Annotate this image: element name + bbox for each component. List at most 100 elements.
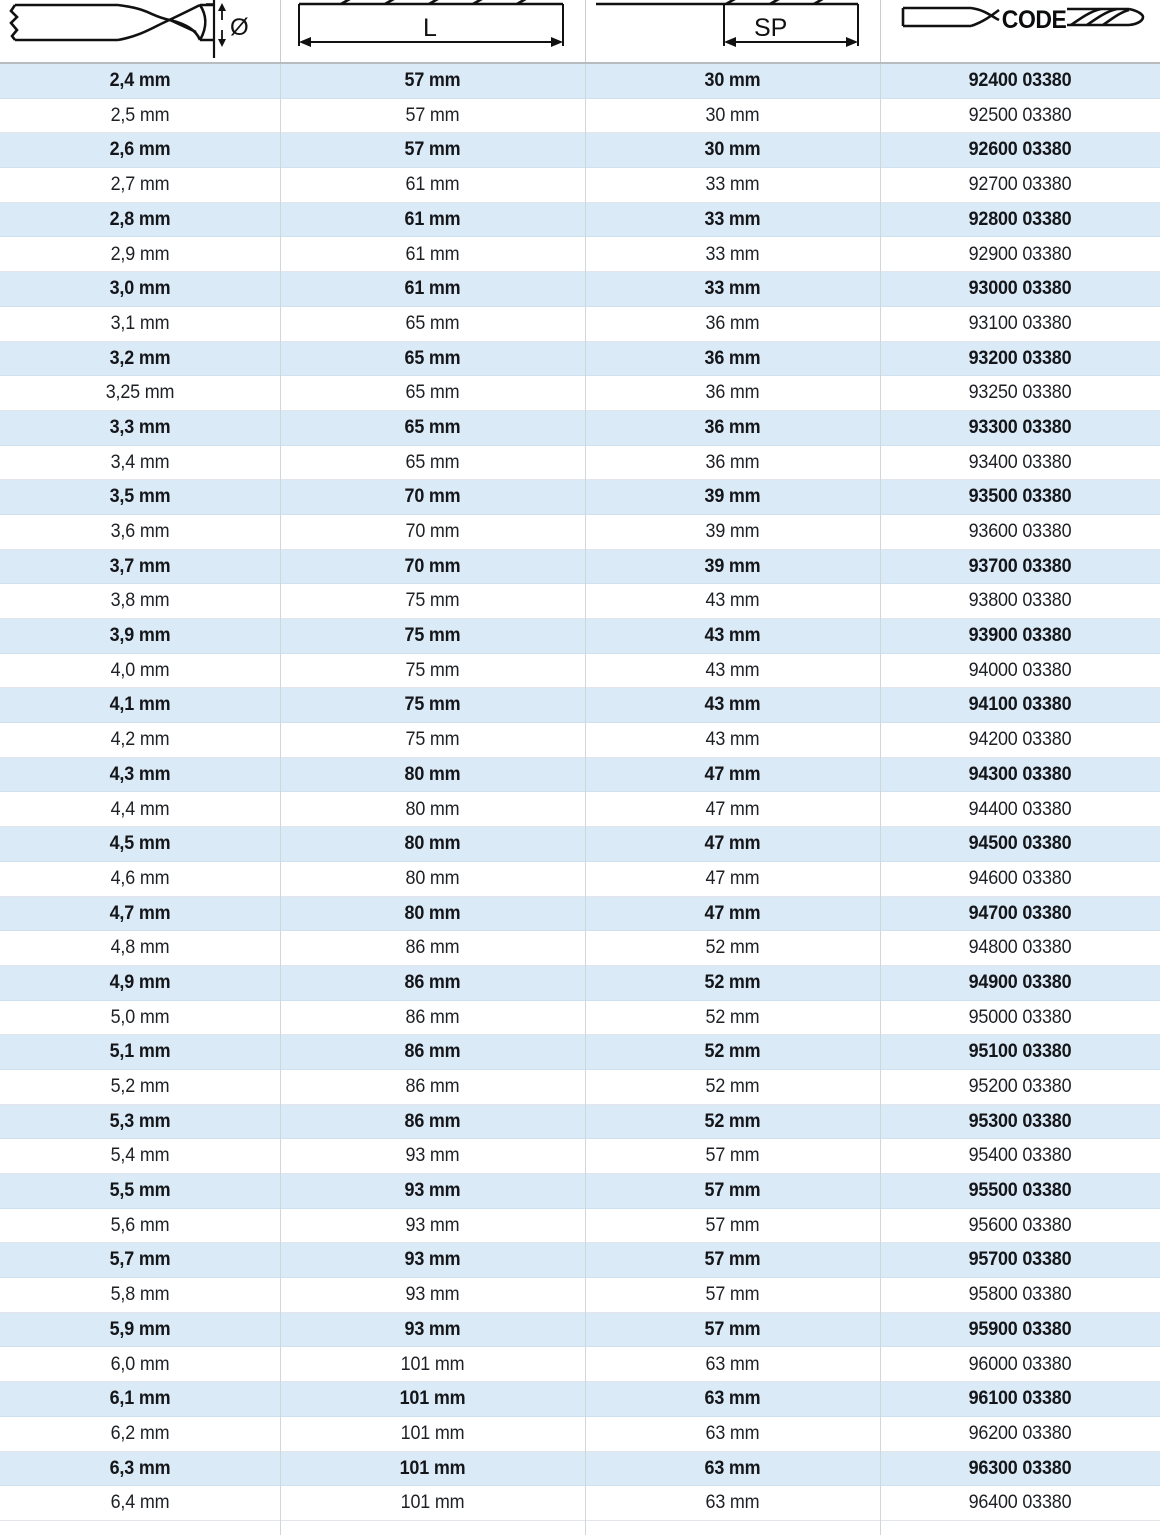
cell-code: 93100 03380 — [968, 311, 1072, 334]
table-row[interactable]: 6,3 mm 101 mm 63 mm 96300 03380 — [0, 1451, 1160, 1487]
table-row[interactable]: 6,0 mm 101 mm 63 mm 96000 03380 — [0, 1347, 1160, 1383]
cell-code: 95800 03380 — [968, 1283, 1072, 1306]
table-row[interactable]: 2,5 mm 57 mm 30 mm 92500 03380 — [0, 98, 1160, 134]
cell-flute-length: 57 mm — [705, 1213, 760, 1236]
cell-code: 96000 03380 — [968, 1352, 1072, 1375]
cell-code: 94200 03380 — [968, 728, 1072, 751]
cell-flute-length: 47 mm — [704, 901, 761, 924]
cell-flute-length: 47 mm — [705, 797, 760, 820]
cell-diameter: 4,8 mm — [110, 936, 170, 959]
cell-code: 95700 03380 — [968, 1248, 1072, 1271]
cell-length: 65 mm — [404, 346, 461, 369]
cell-length: 65 mm — [404, 415, 461, 438]
table-row[interactable]: 6,2 mm 101 mm 63 mm 96200 03380 — [0, 1416, 1160, 1452]
cell-length: 61 mm — [404, 207, 461, 230]
table-row[interactable]: 4,0 mm 75 mm 43 mm 94000 03380 — [0, 653, 1160, 689]
cell-length: 101 mm — [399, 1387, 466, 1410]
cell-code: 94800 03380 — [968, 936, 1072, 959]
cell-code: 93400 03380 — [968, 450, 1072, 473]
cell-diameter: 3,6 mm — [110, 520, 170, 543]
cell-code: 94500 03380 — [968, 832, 1072, 855]
diameter-symbol-label: Ø — [230, 14, 249, 41]
table-row[interactable]: 5,4 mm 93 mm 57 mm 95400 03380 — [0, 1139, 1160, 1174]
table-row[interactable]: 3,0 mm 61 mm 33 mm 93000 03380 — [0, 272, 1160, 307]
cell-code: 95900 03380 — [968, 1317, 1072, 1340]
table-row[interactable]: 2,7 mm 61 mm 33 mm 92700 03380 — [0, 168, 1160, 203]
table-row[interactable]: 2,4 mm 57 mm 30 mm 92400 03380 — [0, 64, 1160, 99]
cell-flute-length: 33 mm — [704, 207, 761, 230]
cell-code: 95400 03380 — [968, 1144, 1072, 1167]
table-row[interactable]: 4,3 mm 80 mm 47 mm 94300 03380 — [0, 757, 1160, 793]
table-row[interactable]: 3,9 mm 75 mm 43 mm 93900 03380 — [0, 619, 1160, 654]
cell-code: 92800 03380 — [968, 207, 1072, 230]
table-row[interactable]: 4,2 mm 75 mm 43 mm 94200 03380 — [0, 723, 1160, 758]
table-row[interactable]: 3,4 mm 65 mm 36 mm 93400 03380 — [0, 445, 1160, 481]
table-row[interactable]: 4,1 mm 75 mm 43 mm 94100 03380 — [0, 688, 1160, 724]
cell-flute-length: 63 mm — [704, 1456, 761, 1479]
table-row[interactable]: 6,1 mm 101 mm 63 mm 96100 03380 — [0, 1382, 1160, 1417]
cell-length: 93 mm — [405, 1213, 460, 1236]
cell-diameter: 4,6 mm — [110, 866, 170, 889]
header-divider-2 — [585, 0, 586, 62]
table-row[interactable]: 4,5 mm 80 mm 47 mm 94500 03380 — [0, 827, 1160, 862]
cell-diameter: 6,1 mm — [109, 1387, 171, 1410]
table-row[interactable]: 5,6 mm 93 mm 57 mm 95600 03380 — [0, 1208, 1160, 1244]
cell-diameter: 5,5 mm — [109, 1179, 171, 1202]
table-row[interactable]: 4,9 mm 86 mm 52 mm 94900 03380 — [0, 965, 1160, 1001]
cell-length: 86 mm — [405, 936, 460, 959]
table-row[interactable]: 2,6 mm 57 mm 30 mm 92600 03380 — [0, 133, 1160, 169]
cell-code: 95500 03380 — [968, 1179, 1072, 1202]
cell-length: 80 mm — [404, 901, 461, 924]
cell-length: 61 mm — [405, 173, 460, 196]
table-row[interactable]: 3,5 mm 70 mm 39 mm 93500 03380 — [0, 480, 1160, 515]
table-row[interactable]: 3,7 mm 70 mm 39 mm 93700 03380 — [0, 549, 1160, 585]
table-row[interactable]: 2,8 mm 61 mm 33 mm 92800 03380 — [0, 202, 1160, 238]
cell-flute-length: 57 mm — [705, 1283, 760, 1306]
cell-length: 80 mm — [404, 832, 461, 855]
cell-flute-length: 47 mm — [704, 832, 761, 855]
table-row[interactable]: 5,5 mm 93 mm 57 mm 95500 03380 — [0, 1174, 1160, 1209]
table-row[interactable]: 3,2 mm 65 mm 36 mm 93200 03380 — [0, 341, 1160, 377]
table-row[interactable]: 5,7 mm 93 mm 57 mm 95700 03380 — [0, 1243, 1160, 1279]
table-row[interactable]: 3,6 mm 70 mm 39 mm 93600 03380 — [0, 514, 1160, 550]
cell-diameter: 3,7 mm — [109, 554, 171, 577]
cell-length: 101 mm — [400, 1352, 465, 1375]
cell-code: 95300 03380 — [968, 1109, 1072, 1132]
table-row[interactable]: 5,3 mm 86 mm 52 mm 95300 03380 — [0, 1104, 1160, 1140]
table-row[interactable]: 3,3 mm 65 mm 36 mm 93300 03380 — [0, 410, 1160, 446]
cell-diameter: 4,3 mm — [109, 762, 171, 785]
cell-diameter: 4,2 mm — [110, 728, 170, 751]
table-row[interactable]: 4,4 mm 80 mm 47 mm 94400 03380 — [0, 792, 1160, 828]
cell-diameter: 2,5 mm — [110, 103, 170, 126]
cell-code: 93500 03380 — [968, 485, 1072, 508]
cell-diameter: 3,8 mm — [110, 589, 170, 612]
cell-diameter: 4,7 mm — [109, 901, 171, 924]
table-row[interactable]: 5,0 mm 86 mm 52 mm 95000 03380 — [0, 1000, 1160, 1036]
table-row[interactable]: 2,9 mm 61 mm 33 mm 92900 03380 — [0, 237, 1160, 273]
table-row[interactable]: 4,7 mm 80 mm 47 mm 94700 03380 — [0, 896, 1160, 932]
cell-flute-length: 36 mm — [705, 381, 760, 404]
cell-diameter: 5,2 mm — [110, 1075, 170, 1098]
table-row[interactable]: 6,4 mm 101 mm 63 mm 96400 03380 — [0, 1486, 1160, 1521]
table-row[interactable]: 3,1 mm 65 mm 36 mm 93100 03380 — [0, 306, 1160, 342]
cell-code: 95600 03380 — [968, 1213, 1072, 1236]
cell-code: 92400 03380 — [968, 69, 1072, 92]
cell-flute-length: 43 mm — [705, 658, 760, 681]
drill-diameter-icon — [9, 0, 226, 58]
table-row[interactable]: 5,8 mm 93 mm 57 mm 95800 03380 — [0, 1278, 1160, 1313]
table-row[interactable]: 5,2 mm 86 mm 52 mm 95200 03380 — [0, 1069, 1160, 1105]
cell-diameter: 3,4 mm — [110, 450, 170, 473]
table-row[interactable]: 3,8 mm 75 mm 43 mm 93800 03380 — [0, 584, 1160, 619]
cell-flute-length: 43 mm — [705, 728, 760, 751]
table-row[interactable]: 5,9 mm 93 mm 57 mm 95900 03380 — [0, 1312, 1160, 1348]
table-row[interactable]: 5,1 mm 86 mm 52 mm 95100 03380 — [0, 1035, 1160, 1070]
cell-length: 93 mm — [404, 1317, 461, 1340]
cell-length: 80 mm — [404, 762, 461, 785]
cell-flute-length: 30 mm — [704, 138, 761, 161]
table-row[interactable]: 4,6 mm 80 mm 47 mm 94600 03380 — [0, 861, 1160, 897]
header-cell-diameter: Ø — [0, 0, 280, 62]
cell-code: 96300 03380 — [968, 1456, 1072, 1479]
table-row[interactable]: 4,8 mm 86 mm 52 mm 94800 03380 — [0, 931, 1160, 966]
cell-flute-length: 52 mm — [704, 1109, 761, 1132]
table-row[interactable]: 3,25 mm 65 mm 36 mm 93250 03380 — [0, 376, 1160, 411]
